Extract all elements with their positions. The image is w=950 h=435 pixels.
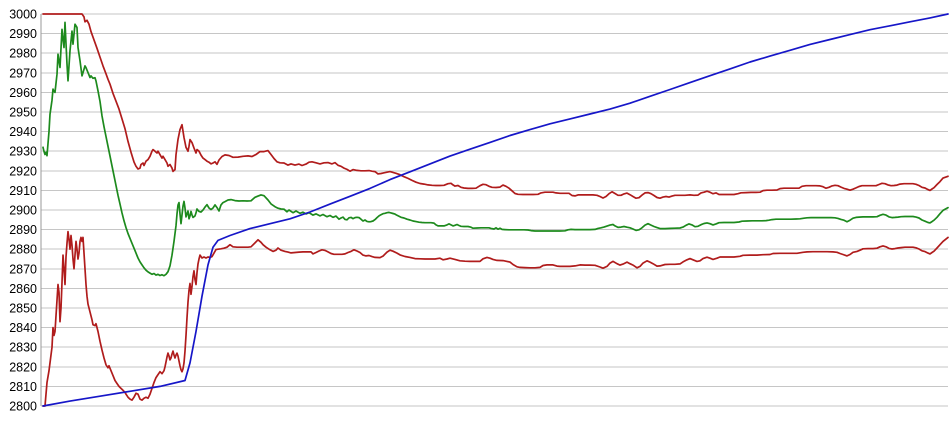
y-tick-label-2850: 2850 — [9, 302, 37, 316]
y-tick-label-2800: 2800 — [9, 400, 37, 414]
y-tick-label-2990: 2990 — [9, 27, 37, 41]
y-tick-label-2910: 2910 — [9, 184, 37, 198]
upper-red-band-line — [42, 13, 949, 200]
y-tick-label-2960: 2960 — [9, 86, 37, 100]
y-tick-label-2890: 2890 — [9, 223, 37, 237]
lower-red-band-line — [42, 230, 949, 407]
data-series — [42, 13, 949, 407]
y-tick-label-2810: 2810 — [9, 380, 37, 394]
y-tick-label-2870: 2870 — [9, 262, 37, 276]
gridlines — [41, 13, 948, 407]
y-tick-label-2880: 2880 — [9, 243, 37, 257]
y-tick-label-2840: 2840 — [9, 321, 37, 335]
y-tick-label-2920: 2920 — [9, 164, 37, 178]
y-tick-label-3000: 3000 — [9, 8, 37, 22]
y-tick-label-2980: 2980 — [9, 47, 37, 61]
y-tick-label-2830: 2830 — [9, 341, 37, 355]
y-tick-label-2900: 2900 — [9, 204, 37, 218]
blue-cumulative-line — [42, 13, 949, 407]
center-green-line — [42, 21, 949, 277]
y-tick-label-2930: 2930 — [9, 145, 37, 159]
y-tick-label-2970: 2970 — [9, 66, 37, 80]
y-axis-tick-labels: 3000 2990 2980 2970 2960 2950 2940 2930 2920 2910… — [9, 8, 37, 414]
y-tick-label-2950: 2950 — [9, 106, 37, 120]
y-tick-label-2940: 2940 — [9, 125, 37, 139]
y-tick-label-2860: 2860 — [9, 282, 37, 296]
y-tick-label-2820: 2820 — [9, 360, 37, 374]
